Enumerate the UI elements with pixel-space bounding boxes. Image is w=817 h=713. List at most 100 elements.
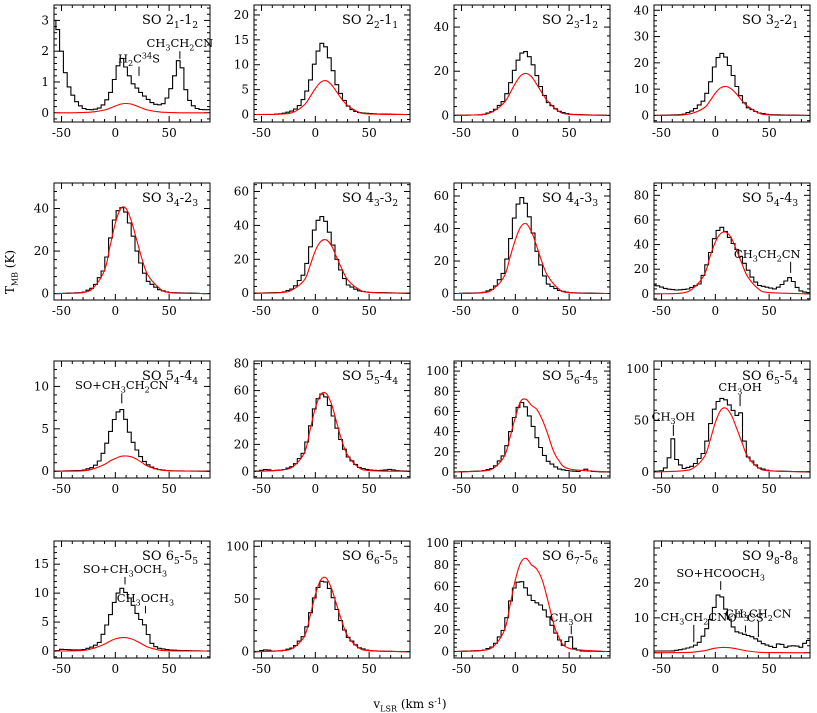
plot-frame (53, 360, 211, 479)
x-tick-label: -50 (652, 662, 671, 676)
x-tick-label: 50 (561, 304, 576, 318)
y-tick-label: 0 (441, 287, 449, 301)
y-tick-label: 30 (634, 30, 649, 44)
panel-title: SO 66-55 (342, 549, 398, 567)
plot-frame (253, 360, 411, 479)
x-tick-label: 0 (712, 662, 720, 676)
x-tick-label: 50 (361, 304, 376, 318)
y-tick-label: 0 (441, 108, 449, 122)
x-tick-label: 0 (312, 126, 320, 140)
x-tick-label: 0 (712, 482, 720, 496)
x-tick-label: 0 (712, 126, 720, 140)
panel-title: SO 65-54 (742, 369, 798, 387)
x-tick-label: 50 (161, 304, 176, 318)
line-identification-label: CH3CH2CN (660, 610, 727, 626)
y-tick-label: 80 (434, 558, 449, 572)
y-tick-label: 60 (634, 213, 649, 227)
line-identification-label: SO+CH3CH2CN (75, 378, 169, 394)
y-tick-label: 80 (634, 188, 649, 202)
x-tick-label: 0 (312, 662, 320, 676)
line-identification-label: CH3OH (550, 611, 593, 627)
line-identification-label: CH3CH2CN (147, 36, 214, 52)
x-axis-title: vLSR (km s-1) (372, 697, 446, 713)
y-tick-label: 40 (634, 238, 649, 252)
model-spectrum-line (456, 222, 607, 295)
x-tick-label: -50 (452, 662, 471, 676)
y-tick-label: 20 (234, 437, 249, 451)
observed-spectrum-line (654, 52, 810, 116)
x-tick-label: -50 (652, 482, 671, 496)
y-tick-label: 0 (241, 286, 249, 300)
x-tick-label: 50 (161, 662, 176, 676)
model-spectrum-line (56, 637, 207, 652)
model-spectrum-line (456, 398, 607, 473)
x-tick-label: 0 (512, 304, 520, 318)
panel-title: SO 21-12 (142, 13, 198, 31)
panel-title: SO 32-21 (742, 13, 798, 31)
y-tick-label: 20 (34, 244, 49, 258)
line-identification-label: H2C34S (118, 52, 160, 68)
y-tick-label: 60 (434, 404, 449, 418)
plot-frame (653, 540, 811, 659)
y-tick-label: 40 (634, 3, 649, 17)
y-tick-label: 40 (234, 218, 249, 232)
x-tick-label: 0 (112, 126, 120, 140)
x-tick-label: -50 (452, 304, 471, 318)
x-tick-label: 0 (112, 482, 120, 496)
x-tick-label: -50 (52, 126, 71, 140)
x-tick-label: 0 (712, 304, 720, 318)
plot-frame (253, 182, 411, 301)
x-tick-label: 0 (512, 482, 520, 496)
plot-frame (453, 4, 611, 123)
y-tick-label: 20 (634, 576, 649, 590)
panel-title: SO 56-45 (542, 369, 598, 387)
x-tick-label: -50 (252, 482, 271, 496)
y-tick-label: 20 (434, 623, 449, 637)
y-tick-label: 100 (426, 364, 449, 378)
y-tick-label: 15 (34, 557, 49, 571)
y-tick-label: 40 (434, 222, 449, 236)
panel-title: SO 55-44 (342, 369, 398, 387)
x-tick-label: -50 (52, 304, 71, 318)
y-tick-label: 0 (41, 644, 49, 658)
y-tick-label: 0 (641, 108, 649, 122)
panel-title: SO 44-33 (542, 191, 598, 209)
y-tick-label: 10 (234, 58, 249, 72)
panel-title: SO 54-44 (142, 369, 198, 387)
panel-title: SO 67-56 (542, 549, 598, 567)
y-tick-label: 80 (434, 384, 449, 398)
model-spectrum-line (256, 391, 407, 472)
observed-spectrum-line (254, 42, 410, 116)
y-tick-label: 0 (41, 106, 49, 120)
observed-spectrum-line (254, 393, 410, 472)
plot-frame (653, 182, 811, 301)
model-spectrum-line (256, 576, 407, 653)
panel-title: SO 65-55 (142, 549, 198, 567)
panel-title: SO 22-11 (342, 13, 398, 31)
model-spectrum-line (656, 231, 807, 295)
y-tick-label: 50 (234, 592, 249, 606)
observed-spectrum-line (454, 402, 610, 473)
x-tick-label: 50 (761, 482, 776, 496)
y-tick-label: 40 (434, 601, 449, 615)
x-tick-label: 0 (112, 662, 120, 676)
line-identification-label: SO+HCOOCH3 (676, 566, 765, 582)
panel-title: SO 34-23 (142, 191, 198, 209)
x-tick-label: 50 (161, 126, 176, 140)
y-tick-label: 40 (434, 425, 449, 439)
y-tick-label: 60 (434, 189, 449, 203)
plot-frame (253, 540, 411, 659)
observed-spectrum-line (454, 197, 610, 295)
y-tick-label: 0 (41, 287, 49, 301)
x-tick-label: 50 (561, 662, 576, 676)
